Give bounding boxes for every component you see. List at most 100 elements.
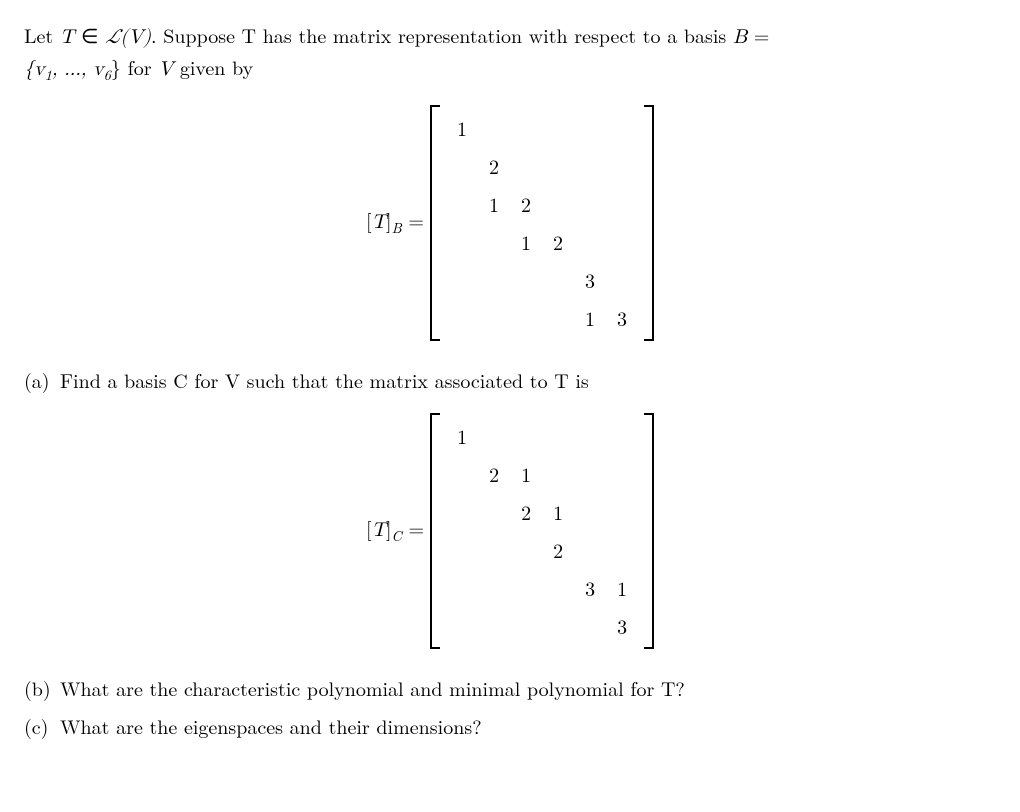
matrix-cell: [574, 185, 606, 223]
matrix-cell: [478, 261, 510, 299]
matrix-cell: [606, 493, 638, 531]
sym-B: B: [733, 27, 747, 47]
matrix-b-lhs: [T]B =: [366, 205, 424, 240]
matrix-cell: 1: [446, 417, 478, 455]
matrix-c-equation: [T]C = 121212313: [24, 413, 996, 649]
matrix-cell: [446, 531, 478, 569]
matrix-cell: 1: [542, 493, 574, 531]
matrix-cell: [542, 417, 574, 455]
matrix-cell: [606, 109, 638, 147]
matrix-cell: [446, 147, 478, 185]
matrix-cell: [510, 531, 542, 569]
matrix-cell: 2: [542, 223, 574, 261]
matrix-cell: [478, 299, 510, 337]
matrix-cell: [542, 261, 574, 299]
matrix-cell: [510, 147, 542, 185]
matrix-cell: [574, 147, 606, 185]
matrix-cell: [574, 493, 606, 531]
matrix-cell: [574, 607, 606, 645]
matrix-cell: 1: [606, 569, 638, 607]
matrix-cell: 1: [478, 185, 510, 223]
matrix-cell: [446, 493, 478, 531]
matrix-cell: [606, 261, 638, 299]
matrix-cell: 2: [478, 455, 510, 493]
matrix-cell: [542, 455, 574, 493]
sym-LV: ℒ(V): [105, 27, 151, 47]
matrix-cell: 1: [510, 455, 542, 493]
sym-T: T: [60, 27, 74, 47]
matrix-cell: [478, 569, 510, 607]
matrix-cell: [606, 531, 638, 569]
matrix-cell: [478, 493, 510, 531]
matrix-cell: [446, 455, 478, 493]
text: =: [747, 20, 769, 49]
matrix-cell: [606, 223, 638, 261]
matrix-cell: 1: [574, 299, 606, 337]
matrix-cell: 3: [606, 299, 638, 337]
matrix-cell: [478, 607, 510, 645]
matrix-cell: [478, 109, 510, 147]
matrix-cell: [510, 299, 542, 337]
matrix-cell: 1: [510, 223, 542, 261]
matrix-cell: [542, 569, 574, 607]
matrix-cell: [606, 147, 638, 185]
matrix-b: 121212313: [430, 105, 654, 341]
part-text: What are the eigenspaces and their dimen…: [60, 711, 996, 741]
matrix-cell: [510, 261, 542, 299]
part-text: Find a basis C for V such that the matri…: [60, 365, 996, 395]
matrix-cell: [542, 109, 574, 147]
part-label: (c): [24, 711, 60, 741]
matrix-cell: [446, 261, 478, 299]
matrix-cell: [446, 185, 478, 223]
part-text: What are the characteristic polynomial a…: [60, 673, 996, 703]
matrix-cell: [446, 569, 478, 607]
matrix-cell: 2: [510, 185, 542, 223]
bracket-left: [430, 105, 440, 341]
matrix-cell: 2: [542, 531, 574, 569]
part-b: (b) What are the characteristic polynomi…: [24, 673, 996, 703]
matrix-b-equation: [T]B = 121212313: [24, 105, 996, 341]
matrix-cell: [510, 417, 542, 455]
bracket-left: [430, 413, 440, 649]
parts-list: (a) Find a basis C for V such that the m…: [24, 365, 996, 395]
matrix-cell: [478, 417, 510, 455]
matrix-cell: 2: [478, 147, 510, 185]
matrix-cell: [542, 299, 574, 337]
text: Let: [24, 20, 60, 49]
part-c: (c) What are the eigenspaces and their d…: [24, 711, 996, 741]
matrix-cell: [478, 531, 510, 569]
text: ∈: [74, 20, 105, 49]
matrix-c-lhs: [T]C =: [366, 513, 424, 548]
matrix-cell: [574, 531, 606, 569]
part-label: (b): [24, 673, 60, 703]
matrix-cell: [606, 455, 638, 493]
matrix-cell: [606, 417, 638, 455]
matrix-cell: [574, 109, 606, 147]
matrix-cell: 2: [510, 493, 542, 531]
matrix-cell: 3: [574, 569, 606, 607]
matrix-cell: [542, 607, 574, 645]
bracket-right: [644, 105, 654, 341]
matrix-cell: [542, 147, 574, 185]
matrix-cell: [510, 109, 542, 147]
matrix-cell: [574, 223, 606, 261]
parts-list-2: (b) What are the characteristic polynomi…: [24, 673, 996, 741]
part-label: (a): [24, 365, 60, 395]
matrix-cell: [574, 417, 606, 455]
matrix-cell: 3: [574, 261, 606, 299]
matrix-cell: [510, 607, 542, 645]
matrix-cell: 1: [446, 109, 478, 147]
matrix-cell: [446, 223, 478, 261]
text: . Suppose T has the matrix representatio…: [151, 20, 733, 49]
matrix-cell: [606, 185, 638, 223]
matrix-cell: 3: [606, 607, 638, 645]
bracket-right: [644, 413, 654, 649]
part-a: (a) Find a basis C for V such that the m…: [24, 365, 996, 395]
matrix-cell: [542, 185, 574, 223]
matrix-cell: [478, 223, 510, 261]
text: {v1, ..., v6} for V given by: [24, 52, 253, 81]
matrix-cell: [446, 607, 478, 645]
problem-preamble: Let T ∈ ℒ(V). Suppose T has the matrix r…: [24, 20, 996, 87]
matrix-c: 121212313: [430, 413, 654, 649]
matrix-cell: [574, 455, 606, 493]
